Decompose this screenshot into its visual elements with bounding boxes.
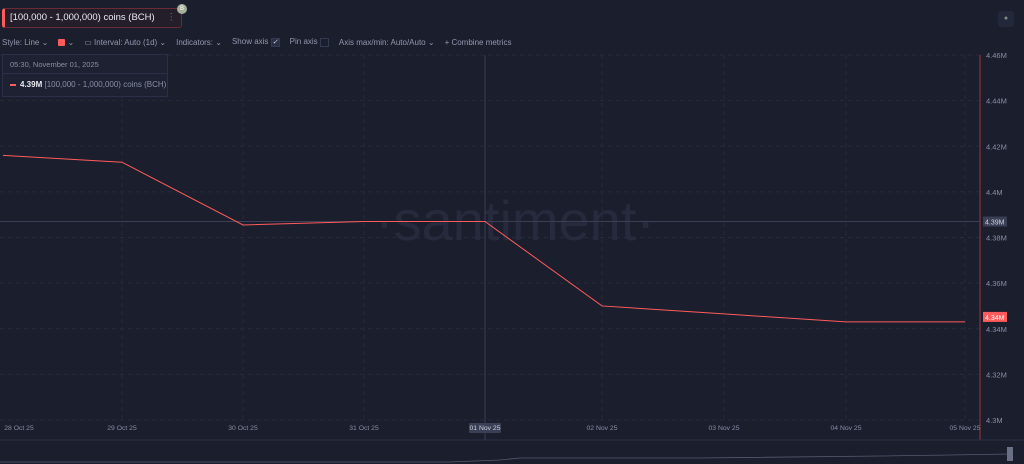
color-swatch xyxy=(58,38,66,46)
x-tick-label: 03 Nov 25 xyxy=(709,425,740,432)
y-tick-label: 4.36M xyxy=(986,279,1007,288)
x-tick-label: 28 Oct 25 xyxy=(4,425,34,432)
last-value-label-bg xyxy=(983,311,1007,322)
axis-maxmin-dropdown[interactable]: Axis max/min: Auto/Auto ⌄ xyxy=(338,37,435,47)
calendar-icon: ▭ xyxy=(84,37,92,47)
settings-button[interactable]: ● xyxy=(998,11,1014,27)
bch-badge-icon: B xyxy=(177,4,187,14)
x-tick-label: 02 Nov 25 xyxy=(587,425,618,432)
toolbar: Style: Line ⌄ ⌄ ▭ Interval: Auto (1d) ⌄ … xyxy=(2,36,521,48)
last-value-label: 4.34M xyxy=(985,315,1005,322)
show-axis-checkbox[interactable]: ✓ xyxy=(270,37,280,47)
axis-maxmin-label: Axis max/min: Auto/Auto xyxy=(338,37,426,47)
y-tick-label: 4.38M xyxy=(986,234,1007,243)
y-tick-label: 4.3M xyxy=(986,416,1003,425)
interval-dropdown[interactable]: ▭ Interval: Auto (1d) ⌄ xyxy=(84,37,167,47)
x-tick-label: 01 Nov 25 xyxy=(470,425,501,432)
style-dropdown[interactable]: Style: Line ⌄ xyxy=(2,37,49,47)
hover-x-label-bg xyxy=(469,423,501,433)
pin-axis-toggle[interactable]: Pin axis xyxy=(289,37,329,47)
x-tick-label: 05 Nov 25 xyxy=(950,425,981,432)
show-axis-label: Show axis xyxy=(231,37,269,47)
metric-label: [100,000 - 1,000,000) coins (BCH) xyxy=(10,12,155,23)
y-tick-label: 4.42M xyxy=(986,142,1007,151)
color-picker[interactable]: ⌄ xyxy=(58,38,74,47)
tooltip: 05:30, November 01, 2025 4.39M [100,000 … xyxy=(2,54,168,97)
x-tick-label: 04 Nov 25 xyxy=(831,425,862,432)
navigator-line xyxy=(0,453,1011,463)
tooltip-row: 4.39M [100,000 - 1,000,000) coins (BCH) xyxy=(3,74,167,95)
y-tick-label: 4.44M xyxy=(986,97,1007,106)
tooltip-date: 05:30, November 01, 2025 xyxy=(3,55,167,74)
hover-y-label: 4.39M xyxy=(985,220,1005,227)
tooltip-value: 4.39M xyxy=(20,80,43,89)
combine-metrics-button[interactable]: + Combine metrics xyxy=(444,37,512,47)
y-tick-label: 4.32M xyxy=(986,370,1007,379)
hover-y-label-bg xyxy=(983,216,1007,227)
pin-axis-label: Pin axis xyxy=(289,37,318,47)
x-tick-label: 30 Oct 25 xyxy=(228,425,258,432)
y-tick-label: 4.46M xyxy=(986,51,1007,60)
watermark: ·santiment· xyxy=(375,189,655,252)
series-line xyxy=(2,154,965,323)
y-tick-label: 4.4M xyxy=(986,188,1003,197)
style-label: Style: Line xyxy=(2,37,40,47)
metric-chip[interactable]: [100,000 - 1,000,000) coins (BCH) ⋮ xyxy=(2,8,182,28)
interval-label: Interval: Auto (1d) xyxy=(94,37,158,47)
indicators-label: Indicators: xyxy=(176,37,214,47)
show-axis-toggle[interactable]: Show axis ✓ xyxy=(231,37,280,47)
tooltip-series: [100,000 - 1,000,000) coins (BCH) xyxy=(44,80,167,89)
indicators-dropdown[interactable]: Indicators: ⌄ xyxy=(176,37,222,47)
navigator-handle xyxy=(1007,447,1013,461)
series-marker xyxy=(10,84,16,86)
pin-axis-checkbox[interactable] xyxy=(319,37,329,47)
metric-menu-icon[interactable]: ⋮ xyxy=(166,12,177,23)
y-tick-label: 4.34M xyxy=(986,325,1007,334)
x-tick-label: 31 Oct 25 xyxy=(349,425,379,432)
x-tick-label: 29 Oct 25 xyxy=(107,425,137,432)
